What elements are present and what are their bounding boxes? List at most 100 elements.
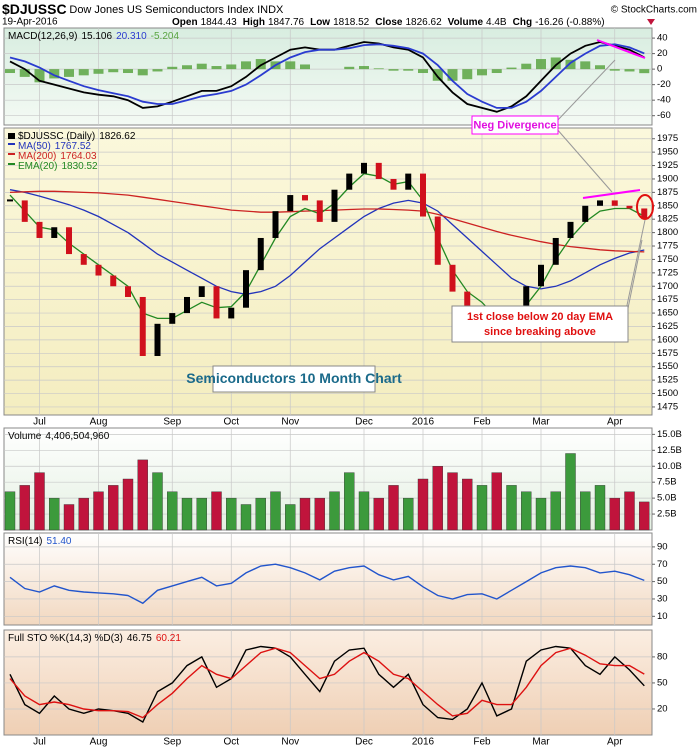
x-tick-label: Oct [223, 737, 239, 748]
quote-label: Volume [448, 17, 484, 28]
legend: RSI(14) 51.40 [8, 536, 72, 547]
quote-label: Close [375, 17, 403, 28]
y-tick-label: -40 [657, 95, 671, 106]
histogram-bar [624, 69, 635, 72]
volume-bar [314, 497, 325, 531]
histogram-bar [373, 68, 384, 70]
quote-value: 4.4B [486, 17, 507, 28]
histogram-bar [49, 69, 60, 79]
volume-bar [181, 497, 193, 531]
volume-bar [240, 504, 252, 531]
volume-bar [211, 491, 222, 531]
histogram-bar [550, 57, 561, 70]
volume-bar [358, 491, 370, 531]
candle [51, 227, 58, 238]
trend-line [582, 189, 641, 199]
volume-bar [521, 491, 532, 531]
legend: $DJUSSC (Daily) 1826.62 [18, 131, 136, 142]
histogram-bar [152, 69, 163, 72]
histogram-bar [506, 67, 517, 70]
histogram-bar [78, 69, 89, 76]
candle [95, 264, 102, 276]
candle [375, 162, 382, 179]
candle [361, 162, 367, 174]
x-tick-label: Mar [532, 417, 550, 428]
histogram-bar [595, 65, 605, 70]
volume-bar [388, 485, 399, 531]
legend-text: RSI(14) [8, 536, 42, 547]
y-tick-label: -60 [657, 110, 671, 121]
volume-bar [285, 504, 296, 531]
legend-text: Full STO %K(14,3) %D(3) [8, 633, 123, 644]
histogram-bar [344, 66, 355, 70]
histogram-bar [93, 69, 104, 74]
legend-text: 15.106 [81, 31, 112, 42]
volume-bar [609, 497, 620, 531]
volume-bar [639, 501, 650, 531]
y-tick-label: 0 [657, 64, 662, 75]
annotation-box [451, 305, 629, 343]
candle [257, 237, 264, 271]
panel-background [3, 629, 653, 736]
quote-value: 1844.43 [201, 17, 238, 28]
volume-bar [4, 491, 16, 531]
legend: MACD(12,26,9) 15.106 20.310 -5.204 [8, 31, 179, 42]
series-line [9, 190, 645, 253]
candle [184, 296, 190, 314]
quote-line: Open 1844.43 High 1847.76 Low 1818.52 Close 182… [172, 17, 605, 28]
index-name: Dow Jones US Semiconductors Index INDX [69, 4, 284, 16]
quote-value: 1826.62 [405, 17, 442, 28]
candle [626, 205, 633, 209]
volume-bar [255, 497, 266, 531]
quote-value: 1818.52 [333, 17, 370, 28]
volume-bar [152, 472, 163, 531]
callout-line [555, 59, 616, 123]
quote-label: High [243, 17, 265, 28]
histogram-bar [418, 69, 428, 74]
candle [316, 200, 323, 222]
histogram-bar [123, 69, 133, 74]
legend-text: 60.21 [156, 633, 181, 644]
chart-annotation-title: Semiconductors 10 Month Chart [186, 370, 402, 386]
y-tick-label: 1825 [657, 214, 678, 225]
candle [154, 323, 161, 356]
volume-bar [550, 491, 561, 531]
histogram-bar [609, 69, 620, 71]
volume-bar [226, 497, 237, 531]
candle [80, 254, 87, 265]
legend-swatch [8, 153, 15, 155]
candle [523, 286, 530, 319]
y-tick-label: 40 [657, 33, 668, 44]
volume-bar [19, 485, 30, 531]
annotations: Neg Divergence 1st close below 20 day EM… [186, 39, 654, 393]
y-tick-label: 7.5B [657, 477, 677, 488]
candle [464, 291, 471, 308]
histogram-bar [64, 69, 74, 77]
callout-line [555, 127, 613, 193]
x-tick-label: Feb [473, 737, 491, 748]
quote-value: 1847.76 [268, 17, 305, 28]
legend: MA(200) 1764.03 [18, 151, 97, 162]
y-tick-label: 2.5B [657, 509, 677, 520]
histogram-bar [255, 59, 266, 70]
down-arrow [647, 19, 655, 25]
histogram-bar [447, 69, 458, 81]
legend-text: -5.204 [151, 31, 180, 42]
legend: MA(50) 1767.52 [18, 141, 91, 152]
x-tick-label: Apr [607, 417, 623, 428]
volume-bar [535, 497, 547, 531]
legend-text: 20.310 [116, 31, 147, 42]
candle [213, 286, 220, 319]
volume-bar [78, 497, 89, 531]
y-tick-label: 1650 [657, 308, 678, 319]
histogram-bar [5, 69, 15, 74]
y-tick-label: 90 [657, 541, 668, 552]
y-tick-label: 80 [657, 651, 668, 662]
volume-bar [108, 485, 119, 531]
candle [125, 286, 131, 297]
histogram-bar [196, 63, 207, 70]
volume-bar [417, 478, 429, 531]
x-tick-label: Nov [281, 737, 299, 748]
x-tick-label: Nov [281, 417, 299, 428]
credit: © StockCharts.com [611, 5, 697, 16]
